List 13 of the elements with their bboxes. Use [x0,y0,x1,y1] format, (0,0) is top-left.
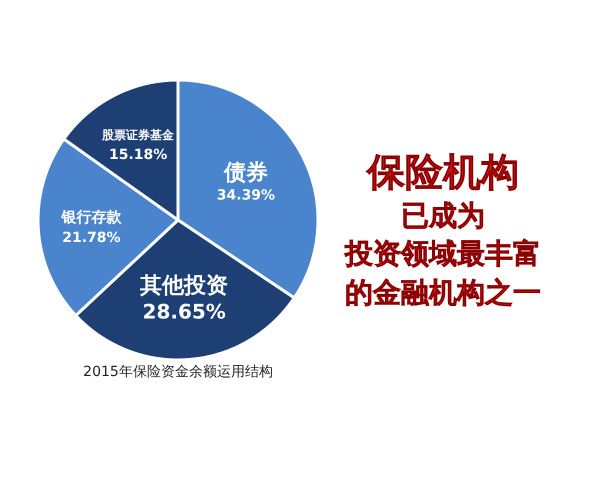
text: 的金融机构之一 [345,276,541,309]
data-label: 15.18% [109,146,168,163]
slice-label: 银行存款 [60,208,122,226]
data-label: 28.65% [142,300,226,324]
text: 2015年保险资金余额运用结构 [83,364,273,380]
text: 投资领域最丰富 [344,237,541,270]
data-label: 21.78% [62,230,121,246]
slice-label: 股票证券基金 [101,128,176,142]
text: 保险机构 [365,150,519,194]
slice-label: 其他投资 [139,274,228,299]
data-label: 34.39% [216,188,276,204]
slice-label: 债券 [222,160,268,186]
text: 已成为 [401,199,485,232]
